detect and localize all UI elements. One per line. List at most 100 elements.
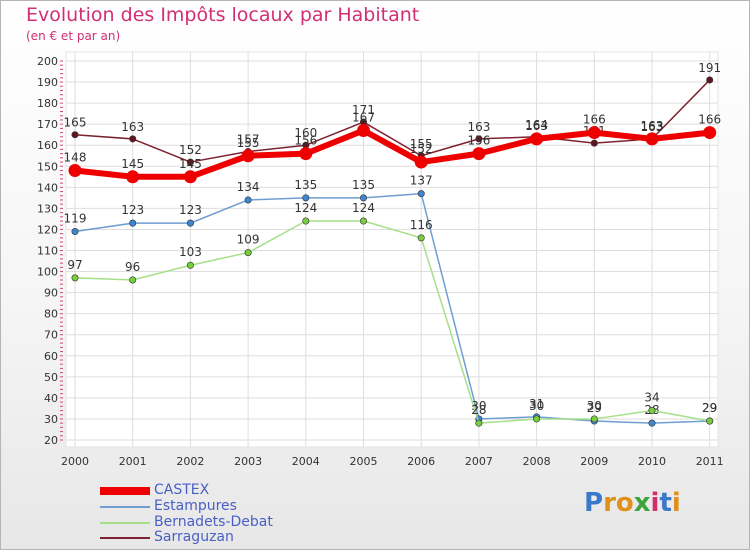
data-label: 163 (467, 120, 490, 134)
data-point (241, 149, 255, 163)
data-label: 116 (410, 218, 433, 232)
data-point (71, 274, 79, 282)
data-label: 160 (294, 126, 317, 140)
data-point (359, 217, 367, 225)
data-point (587, 126, 601, 140)
y-tick-label: 20 (44, 434, 58, 447)
data-label: 30 (587, 399, 602, 413)
data-point (414, 155, 428, 169)
data-point (71, 131, 79, 139)
data-point (129, 276, 137, 284)
y-tick-label: 70 (44, 329, 58, 342)
data-point (475, 419, 483, 427)
data-label: 145 (121, 157, 144, 171)
x-tick-label: 2004 (292, 455, 320, 468)
data-point (129, 219, 137, 227)
data-point (533, 415, 541, 423)
y-tick-label: 200 (37, 55, 58, 68)
y-tick-label: 140 (37, 181, 58, 194)
data-label: 191 (698, 61, 721, 75)
legend-swatch (100, 522, 150, 524)
data-label: 165 (64, 116, 87, 130)
legend-label: CASTEX (154, 482, 210, 498)
data-label: 145 (179, 157, 202, 171)
data-point (302, 194, 310, 202)
data-label: 163 (121, 120, 144, 134)
y-tick-label: 180 (37, 97, 58, 110)
data-label: 97 (67, 258, 82, 272)
x-tick-label: 2007 (465, 455, 493, 468)
plot-area (65, 51, 719, 448)
data-point (648, 419, 656, 427)
x-tick-label: 2011 (696, 455, 724, 468)
data-label: 164 (525, 118, 548, 132)
data-point (183, 170, 197, 184)
data-point (417, 234, 425, 242)
x-tick-label: 2003 (234, 455, 262, 468)
y-tick-label: 30 (44, 413, 58, 426)
y-tick-label: 80 (44, 308, 58, 321)
data-label: 29 (587, 401, 602, 415)
brand-letter: i (650, 488, 660, 518)
brand-letter: o (615, 488, 634, 518)
data-label: 152 (179, 143, 202, 157)
data-point (417, 190, 425, 198)
chart-subtitle: (en € et par an) (26, 29, 121, 43)
brand-logo: Proxiti (584, 488, 681, 518)
data-label: 167 (352, 110, 375, 124)
data-point (590, 415, 598, 423)
data-label: 135 (294, 178, 317, 192)
x-tick-label: 2006 (407, 455, 435, 468)
data-label: 163 (641, 120, 664, 134)
data-point (299, 147, 313, 161)
brand-letter: P (584, 488, 604, 518)
data-label: 135 (352, 178, 375, 192)
legend-swatch (100, 506, 150, 508)
data-point (244, 249, 252, 257)
data-label: 166 (698, 113, 721, 127)
y-tick-label: 160 (37, 139, 58, 152)
data-label: 155 (410, 137, 433, 151)
y-tick-label: 150 (37, 160, 58, 173)
data-label: 148 (64, 150, 87, 164)
series-line-castex (72, 127, 713, 180)
data-point (530, 132, 544, 146)
data-point (706, 76, 714, 84)
data-label: 163 (641, 119, 664, 133)
data-point (68, 163, 82, 177)
data-label: 119 (64, 212, 87, 226)
y-tick-label: 170 (37, 118, 58, 131)
data-label: 124 (294, 201, 317, 215)
data-point (475, 135, 483, 143)
x-tick-label: 2005 (350, 455, 378, 468)
y-tick-label: 60 (44, 350, 58, 363)
data-label: 166 (583, 113, 606, 127)
data-point (590, 139, 598, 147)
series-line-sarraguzan (74, 79, 711, 163)
data-label: 155 (237, 136, 260, 150)
data-label: 123 (121, 203, 144, 217)
y-tick-label: 130 (37, 202, 58, 215)
data-label: 156 (294, 134, 317, 148)
data-point (703, 126, 717, 140)
data-label: 163 (525, 119, 548, 133)
x-tick-label: 2002 (176, 455, 204, 468)
y-tick-label: 50 (44, 371, 58, 384)
y-tick-label: 190 (37, 76, 58, 89)
legend-label: Estampures (154, 498, 237, 514)
data-label: 134 (237, 180, 260, 194)
data-point (186, 219, 194, 227)
data-point (472, 147, 486, 161)
data-label: 96 (125, 260, 140, 274)
data-point (186, 261, 194, 269)
data-label: 157 (237, 133, 260, 147)
data-label: 30 (529, 399, 544, 413)
data-point (706, 417, 714, 425)
data-point (357, 123, 370, 137)
data-point (648, 407, 656, 415)
chart-title: Evolution des Impôts locaux par Habitant (26, 4, 420, 26)
legend-swatch (100, 487, 150, 495)
data-point (645, 132, 659, 146)
data-label: 156 (467, 134, 490, 148)
